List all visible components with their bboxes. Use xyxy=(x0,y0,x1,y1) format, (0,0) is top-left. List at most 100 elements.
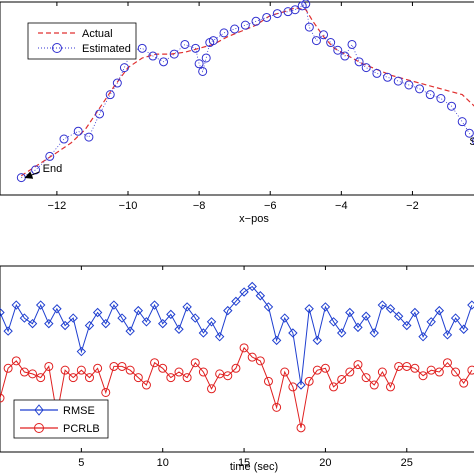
estimated-point xyxy=(326,38,336,48)
pcrlb-point xyxy=(60,365,70,375)
estimated-point xyxy=(169,49,179,59)
estimated-point xyxy=(372,68,382,78)
pcrlb-point xyxy=(207,384,217,394)
rmse-point xyxy=(255,291,266,301)
rmse-point xyxy=(336,328,347,338)
estimated-point xyxy=(198,66,208,76)
rmse-point xyxy=(239,287,249,297)
pcrlb-point xyxy=(36,373,46,383)
pcrlb-point xyxy=(353,360,363,370)
estimated-point xyxy=(404,80,414,90)
estimated-point xyxy=(201,53,211,63)
estimated-point xyxy=(354,57,364,67)
pcrlb-point xyxy=(345,367,355,377)
pcrlb-point xyxy=(28,369,38,379)
pcrlb-point xyxy=(198,367,208,377)
bottom-x-tick-label: 15 xyxy=(238,457,250,469)
pcrlb-point xyxy=(434,367,444,377)
legend-estimated-label: Estimated xyxy=(82,43,131,55)
estimated-point xyxy=(415,84,425,94)
pcrlb-point xyxy=(272,402,282,412)
estimated-point xyxy=(208,36,218,46)
estimated-point xyxy=(95,109,105,119)
bottom-legend: RMSE PCRLB xyxy=(13,399,109,439)
estimated-point xyxy=(425,90,435,100)
pcrlb-point xyxy=(280,367,290,377)
pcrlb-point xyxy=(101,387,111,397)
rmse-point xyxy=(426,317,436,327)
rmse-point xyxy=(214,331,225,342)
legend-rmse-marker xyxy=(34,404,44,416)
annotation-0: End xyxy=(43,163,63,175)
estimated-point xyxy=(137,43,147,53)
bottom-series-pcrlb xyxy=(0,343,474,433)
estimated-point xyxy=(333,45,343,55)
bottom-x-tick-label: 20 xyxy=(319,457,331,469)
estimated-point xyxy=(194,59,204,69)
estimated-point xyxy=(383,72,393,82)
rmse-point xyxy=(182,302,192,312)
rmse-point xyxy=(27,318,38,329)
estimated-point xyxy=(304,22,314,32)
rmse-point xyxy=(223,305,233,316)
estimated-point xyxy=(251,16,261,26)
pcrlb-point xyxy=(410,363,420,373)
bottom-series-rmse xyxy=(0,281,474,390)
rmse-point xyxy=(19,313,30,323)
estimated-point xyxy=(457,117,467,127)
top-x-tick-label: −12 xyxy=(48,200,67,212)
estimated-point xyxy=(319,30,329,40)
estimated-point xyxy=(283,7,293,17)
pcrlb-point xyxy=(369,380,379,390)
rmse-point xyxy=(166,309,176,320)
top-panel: End Sta −12 −10 −8 −6 −4 −2 x−pos Actual Estim… xyxy=(0,0,474,225)
estimated-point xyxy=(272,9,282,19)
pcrlb-point xyxy=(68,373,78,383)
pcrlb-point xyxy=(263,376,273,386)
pcrlb-point xyxy=(467,365,474,375)
bottom-panel: 5 10 15 20 25 time (sec) RMSE PCRLB xyxy=(0,265,474,473)
rmse-line xyxy=(0,285,473,386)
rmse-point xyxy=(402,320,412,331)
rmse-point xyxy=(109,300,119,310)
legend-pcrlb-marker xyxy=(34,423,44,433)
pcrlb-point xyxy=(84,373,94,383)
estimated-point xyxy=(262,12,272,22)
pcrlb-point xyxy=(133,373,143,383)
bottom-plot-frame xyxy=(0,265,474,453)
pcrlb-point xyxy=(239,343,249,353)
top-x-axis: −12 −10 −8 −6 −4 −2 xyxy=(48,2,419,212)
rmse-point xyxy=(312,335,322,346)
estimated-point xyxy=(464,128,474,138)
rmse-point xyxy=(125,326,135,336)
top-x-tick-label: −2 xyxy=(406,200,419,212)
estimated-point xyxy=(290,5,300,15)
pcrlb-point xyxy=(337,374,347,384)
rmse-point xyxy=(450,313,461,323)
pcrlb-point xyxy=(418,371,428,381)
pcrlb-point xyxy=(76,365,86,375)
rmse-point xyxy=(174,324,184,334)
pcrlb-point xyxy=(215,369,225,379)
pcrlb-point xyxy=(141,380,151,390)
rmse-point xyxy=(149,300,160,310)
pcrlb-point xyxy=(304,376,314,386)
rmse-point xyxy=(11,300,21,310)
rmse-point xyxy=(410,307,420,318)
rmse-point xyxy=(361,311,371,321)
actual-trajectory-line xyxy=(20,7,474,177)
estimated-point xyxy=(73,126,83,136)
pcrlb-line xyxy=(0,346,473,428)
legend-pcrlb-label: PCRLB xyxy=(63,423,100,435)
rmse-point xyxy=(190,313,200,323)
rmse-point xyxy=(385,304,396,314)
annotation-arrow xyxy=(24,171,40,179)
pcrlb-point xyxy=(296,423,306,433)
rmse-point xyxy=(263,302,274,312)
rmse-point xyxy=(320,302,331,312)
estimated-point xyxy=(240,20,250,30)
estimated-point xyxy=(361,63,371,73)
estimated-point xyxy=(230,24,240,34)
rmse-point xyxy=(280,313,290,323)
pcrlb-point xyxy=(329,382,339,392)
